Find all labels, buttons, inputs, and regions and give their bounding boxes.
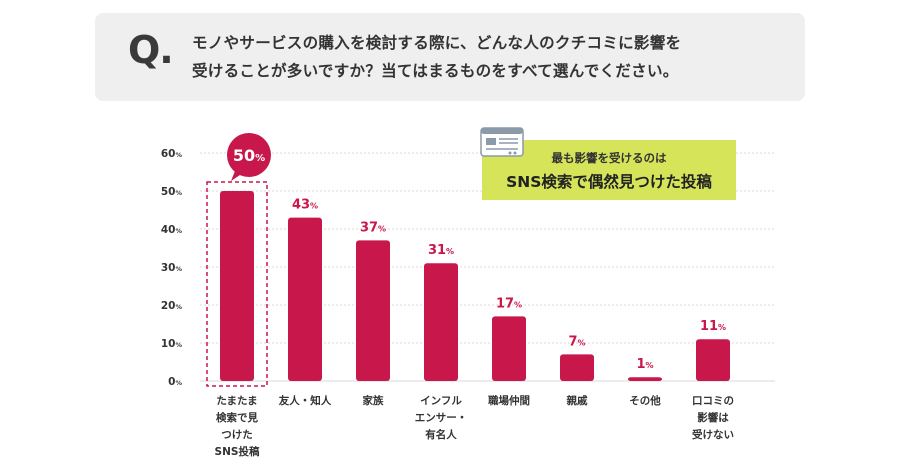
y-tick-label: 20% <box>161 300 183 312</box>
value-label: 7% <box>568 334 585 349</box>
bar <box>356 240 390 381</box>
value-label: 17% <box>496 296 522 311</box>
bar <box>424 263 458 381</box>
bar <box>696 339 730 381</box>
value-bubble-tail <box>231 171 243 181</box>
value-label: 50% <box>233 146 265 165</box>
value-bubble <box>227 133 271 177</box>
y-tick-label: 30% <box>161 262 183 274</box>
bar <box>288 217 322 381</box>
category-label: 影響は <box>697 411 729 424</box>
value-label: 43% <box>292 198 318 213</box>
y-tick-label: 50% <box>161 186 183 198</box>
value-label: 1% <box>636 357 653 372</box>
question-line-2: 受けることが多いですか？当てはまるものをすべて選んでください。 <box>192 62 679 80</box>
category-label: つけた <box>221 429 253 441</box>
category-label: 口コミの <box>692 395 734 407</box>
category-label: エンサー・ <box>415 412 468 424</box>
y-tick-label: 40% <box>161 224 183 236</box>
value-label: 11% <box>700 319 726 334</box>
callout-small-text: 最も影響を受けるのは <box>551 151 667 165</box>
category-label: SNS投稿 <box>215 445 260 458</box>
category-label: 親戚 <box>567 394 588 407</box>
value-label: 31% <box>428 243 454 258</box>
category-label: 職場仲間 <box>488 394 530 407</box>
category-label: たまたま <box>216 395 257 407</box>
category-label: 友人・知人 <box>278 394 332 407</box>
bar <box>560 354 594 381</box>
question-line-1: モノやサービスの購入を検討する際に、どんな人のクチコミに影響を <box>192 34 682 52</box>
document-icon <box>480 127 524 157</box>
bar <box>628 377 662 381</box>
highlight-frame <box>206 181 268 387</box>
category-label: 有名人 <box>425 428 457 441</box>
y-tick-label: 0% <box>168 376 182 388</box>
bar <box>220 191 254 381</box>
callout-box: 最も影響を受けるのは SNS検索で偶然見つけた投稿 <box>474 140 740 208</box>
question-text: モノやサービスの購入を検討する際に、どんな人のクチコミに影響を 受けることが多い… <box>192 29 792 85</box>
category-label: 受けない <box>692 428 734 441</box>
category-label: インフル <box>420 395 462 407</box>
value-label: 37% <box>360 220 386 235</box>
category-label: その他 <box>629 394 661 407</box>
y-tick-label: 60% <box>161 148 183 160</box>
category-label: 家族 <box>363 394 384 407</box>
question-mark: Q. <box>128 28 174 72</box>
callout-background: 最も影響を受けるのは SNS検索で偶然見つけた投稿 <box>482 140 736 200</box>
y-tick-label: 10% <box>161 338 183 350</box>
question-box <box>95 13 805 101</box>
callout-big-text: SNS検索で偶然見つけた投稿 <box>506 173 712 191</box>
category-label: 検索で見 <box>216 411 258 424</box>
bar <box>492 316 526 381</box>
